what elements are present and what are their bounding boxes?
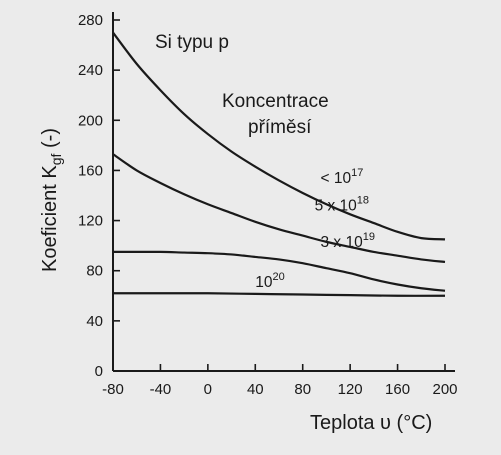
- y-axis-title-subscript: gf: [48, 153, 64, 165]
- x-tick-label: -40: [150, 381, 172, 398]
- ticks: -80 -40 0 40 80 120 160 200 0 40 80 120 160 200 240 280: [78, 12, 458, 398]
- series-line-2: [113, 250, 446, 292]
- x-tick-label: 200: [432, 381, 457, 398]
- x-tick-label: 160: [385, 381, 410, 398]
- series-label-0: < 1017: [321, 167, 364, 187]
- x-tick-label: 80: [294, 381, 311, 398]
- series-label-1: 5 x 1018: [315, 195, 369, 215]
- series-line-0: [112, 31, 446, 241]
- axes: [112, 12, 455, 372]
- series-line-3: [112, 292, 446, 297]
- x-tick-label: -80: [102, 381, 124, 398]
- material-label: Si typu p: [155, 32, 229, 53]
- y-tick-label: 80: [86, 263, 103, 280]
- x-tick-label: 120: [338, 381, 363, 398]
- y-axis-title-unit: (-): [39, 128, 61, 154]
- x-axis-title: Teplota υ (°C): [310, 412, 432, 434]
- series-line-1: [112, 153, 446, 264]
- series-group: [112, 31, 446, 297]
- y-tick-label: 160: [78, 162, 103, 179]
- x-tick-label: 40: [247, 381, 264, 398]
- y-tick-label: 40: [86, 313, 103, 330]
- y-tick-label: 120: [78, 213, 103, 230]
- x-tick-label: 0: [204, 381, 212, 398]
- series-labels: < 1017 5 x 1018 3 x 1019 1020: [255, 167, 375, 291]
- y-axis-title-main: Koeficient K: [39, 165, 61, 272]
- series-label-2: 3 x 1019: [321, 231, 375, 251]
- y-axis-title: Koeficient Kgf (-): [39, 128, 64, 272]
- concentration-title-line1: Koncentrace: [222, 91, 329, 112]
- y-tick-label: 200: [78, 112, 103, 129]
- concentration-title-line2: příměsí: [248, 117, 312, 138]
- y-tick-label: 280: [78, 12, 103, 29]
- series-label-3: 1020: [255, 271, 284, 291]
- y-tick-label: 240: [78, 62, 103, 79]
- y-tick-label: 0: [95, 363, 103, 380]
